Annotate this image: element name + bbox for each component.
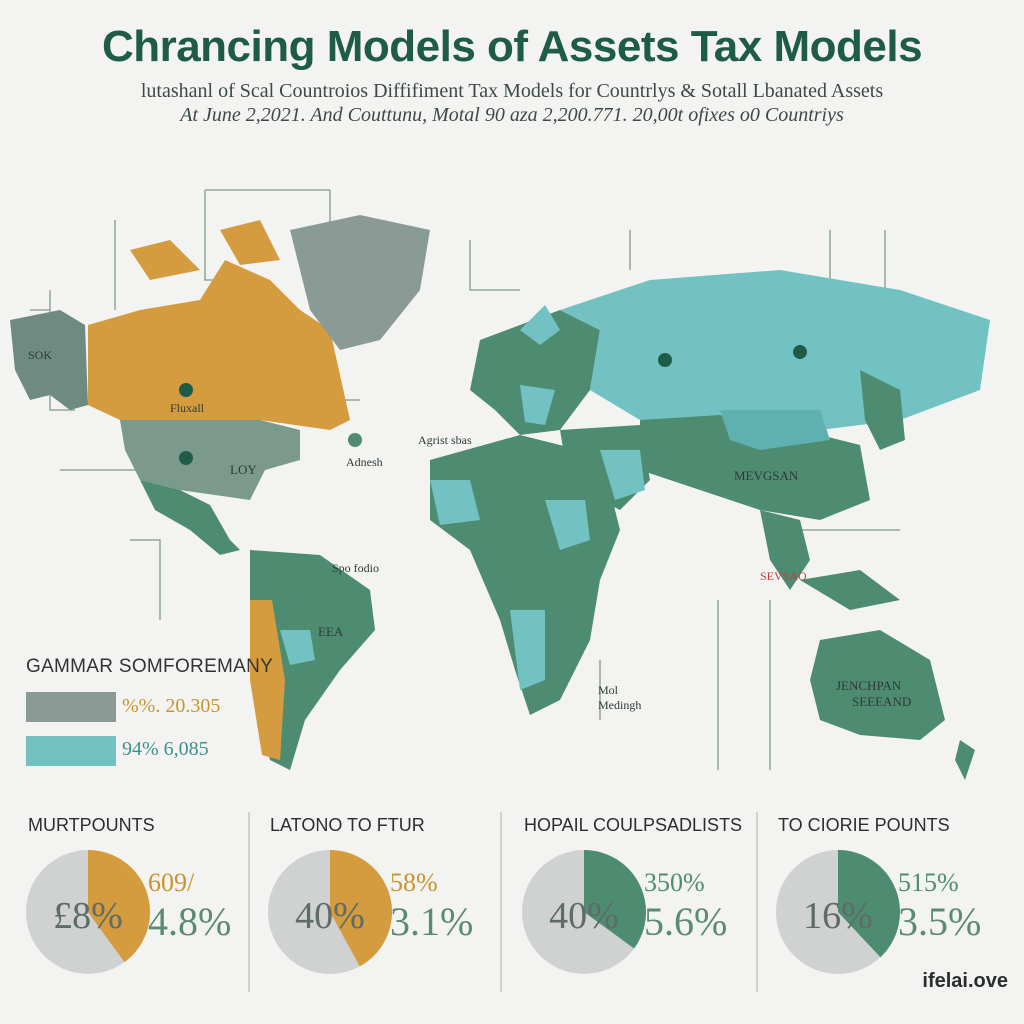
location-pin-icon (179, 383, 193, 397)
location-pin-icon (793, 345, 807, 359)
pie-slice-highlight (584, 850, 646, 949)
pie-center-value: 40% (295, 895, 365, 937)
legend-value-1: %%. 20.305 (122, 695, 221, 717)
greenland-region (290, 215, 430, 350)
caribbean-label: Adnesh (346, 455, 383, 469)
china-label: MEVGSAN (734, 468, 799, 483)
australia-region (810, 630, 975, 780)
stat-panel-2: LATONO TO FTUR 40% 58% 3.1% (266, 812, 516, 1002)
panel-title: LATONO TO FTUR (270, 815, 425, 835)
panel-divider (756, 812, 758, 992)
usa-label: LOY (230, 462, 257, 477)
alaska-label: SOK (28, 348, 52, 362)
alaska-region (10, 310, 88, 410)
stat-panel-1: MURTPOUNTS £8% 609/ 4.8% (24, 812, 274, 1002)
panel-divider (500, 812, 502, 992)
pie-chart (522, 850, 646, 974)
panel-title: TO CIORIE POUNTS (778, 815, 950, 835)
pie-center-value: £8% (53, 895, 123, 937)
map-markers (179, 345, 807, 465)
location-pin-icon (658, 353, 672, 367)
pie-slice-highlight (330, 850, 392, 967)
pie-chart (268, 850, 392, 974)
pie-center-value: 40% (549, 895, 619, 937)
page-subtitle-date: At June 2,2021. And Couttunu, Motal 90 a… (180, 104, 844, 126)
panel-value-main: 3.5% (898, 899, 982, 944)
legend-swatch-grey (26, 692, 116, 722)
pie-chart (26, 850, 150, 974)
central-america-region (140, 480, 240, 555)
page-subtitle: lutashanl of Scal Countroios Diffifiment… (140, 80, 884, 102)
page-title: Chrancing Models of Assets Tax Models (101, 22, 923, 71)
africa-label-2: Medingh (598, 698, 641, 712)
se-asia-label: SEVSAO (760, 569, 807, 583)
legend-swatch-teal (26, 736, 116, 766)
panel-value-main: 5.6% (644, 899, 728, 944)
panel-title: MURTPOUNTS (28, 815, 155, 835)
location-pin-icon (348, 433, 362, 447)
panel-value-top: 609/ (148, 868, 195, 897)
pie-chart (776, 850, 900, 974)
legend-value-2: 94% 6,085 (122, 738, 209, 760)
africa-label-1: Mol (598, 683, 619, 697)
australia-label-2: SEEEAND (852, 694, 911, 709)
southeast-asia-region (760, 510, 900, 610)
south-america-region (250, 550, 375, 770)
brand-logo: ifelai.ove (922, 970, 1008, 992)
panel-title: HOPAIL COULPSADLISTS (524, 815, 743, 835)
russia-asia-region (560, 270, 990, 520)
world-map: LOY Fluxall SOK EEA Agrist sbas MEVGSAN … (10, 189, 990, 780)
usa-region (120, 420, 300, 500)
canada-label: Fluxall (170, 401, 205, 415)
europe-label: Agrist sbas (418, 433, 472, 447)
pie-slice-highlight (838, 850, 900, 958)
central-america-label: Spo fodio (332, 561, 379, 575)
brazil-label: EEA (318, 624, 344, 639)
africa-region (430, 435, 620, 715)
panel-value-main: 4.8% (148, 899, 232, 944)
panel-value-top: 515% (898, 868, 959, 897)
panel-divider (248, 812, 250, 992)
canada-region (88, 220, 350, 430)
location-pin-icon (179, 451, 193, 465)
europe-region (470, 305, 600, 435)
panel-value-main: 3.1% (390, 899, 474, 944)
panel-value-top: 58% (390, 868, 438, 897)
pie-slice-highlight (88, 850, 150, 963)
stat-panel-4: TO CIORIE POUNTS 16% 515% 3.5% (774, 812, 1024, 1002)
stat-panel-3: HOPAIL COULPSADLISTS 40% 350% 5.6% (520, 812, 770, 1002)
panel-value-top: 350% (644, 868, 705, 897)
australia-label-1: JENCHPAN (836, 678, 902, 693)
legend-title: GAMMAR SOMFOREMANY (26, 656, 274, 677)
pie-center-value: 16% (803, 895, 873, 937)
